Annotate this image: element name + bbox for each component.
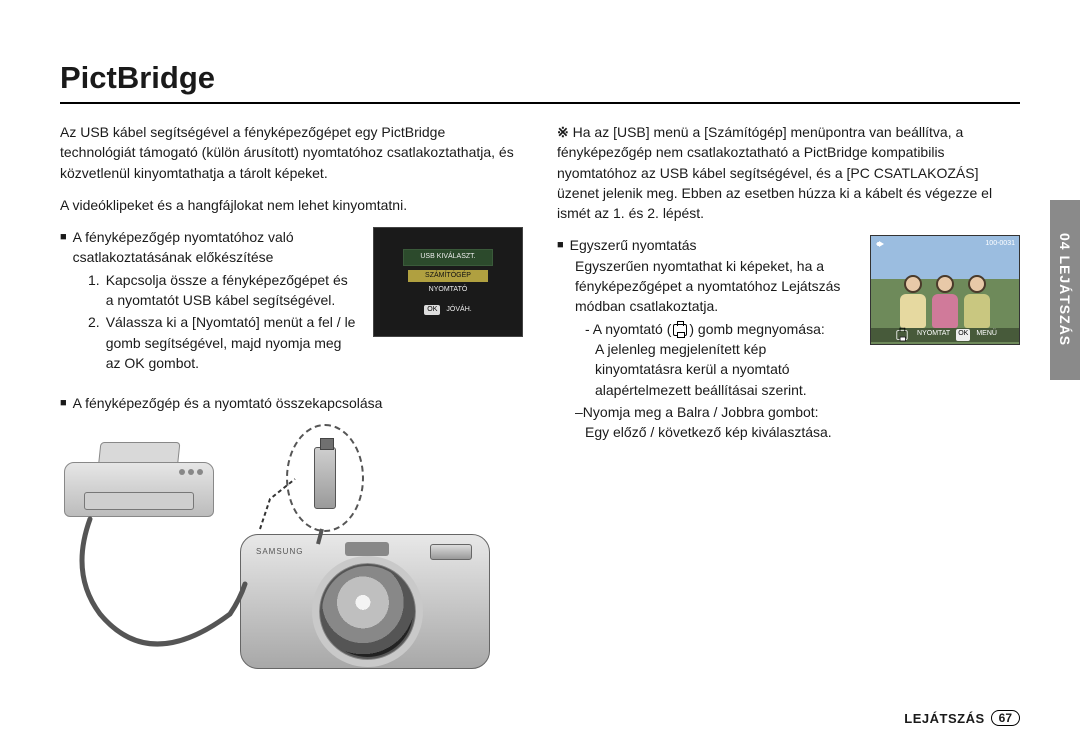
printer-camera-illustration: SAMSUNG: [60, 424, 500, 674]
footer-label: LEJÁTSZÁS: [904, 711, 984, 726]
playback-photo: 100-0031 NYOMTAT OK MENÜ: [870, 235, 1020, 345]
note-marker-icon: ※: [557, 124, 573, 140]
print-button-effect: A jelenleg megjelenített kép kinyomtatás…: [585, 339, 856, 400]
left-right-effect: Egy előző / következő kép kiválasztása.: [575, 422, 856, 442]
simple-print-heading: Egyszerű nyomtatás: [570, 235, 697, 255]
lcd-item-printer: NYOMTATÓ: [408, 284, 488, 296]
prep-step-2: Válassza ki a [Nyomtató] menüt a fel / l…: [106, 312, 359, 373]
bullet-icon: ■: [60, 227, 67, 268]
left-column: Az USB kábel segítségével a fényképezőgé…: [60, 122, 523, 674]
photo-print-label: NYOMTAT: [917, 329, 950, 341]
side-tab: 04 LEJÁTSZÁS: [1050, 200, 1080, 380]
connect-heading: A fényképezőgép és a nyomtató összekapcs…: [73, 393, 383, 413]
lcd-confirm: JÓVÁH.: [446, 305, 471, 315]
content-columns: Az USB kábel segítségével a fényképezőgé…: [60, 122, 1020, 674]
page-footer: LEJÁTSZÁS 67: [904, 710, 1020, 726]
bullet-icon: ■: [557, 235, 564, 255]
printer-icon: [64, 442, 224, 522]
prep-section: ■ A fényképezőgép nyomtatóhoz való csatl…: [60, 227, 523, 383]
num-1: 1.: [88, 270, 100, 311]
prep-heading: A fényképezőgép nyomtatóhoz való csatlak…: [73, 227, 359, 268]
right-column: ※ Ha az [USB] menü a [Számítógép] menüpo…: [557, 122, 1020, 674]
right-note: ※ Ha az [USB] menü a [Számítógép] menüpo…: [557, 122, 1020, 223]
lcd-menu: USB KIVÁLASZT. SZÁMÍTÓGÉP NYOMTATÓ OK JÓ…: [373, 227, 523, 337]
photo-menu: MENÜ: [976, 329, 997, 341]
usb-connector-icon: [314, 447, 336, 509]
num-2: 2.: [88, 312, 100, 373]
photo-print-icon: [896, 331, 907, 341]
playback-icon: [875, 239, 885, 249]
left-intro-2: A videóklipeket és a hangfájlokat nem le…: [60, 195, 523, 215]
photo-ok: OK: [956, 329, 970, 341]
lcd-title: USB KIVÁLASZT.: [403, 249, 493, 265]
camera-brand: SAMSUNG: [256, 546, 303, 558]
left-intro-1: Az USB kábel segítségével a fényképezőgé…: [60, 122, 523, 183]
lcd-item-computer: SZÁMÍTÓGÉP: [408, 270, 488, 282]
bullet-icon: ■: [60, 393, 67, 413]
printer-button-icon: [673, 324, 687, 336]
print-button-line: - A nyomtató () gomb megnyomása:: [585, 319, 856, 339]
camera-icon: SAMSUNG: [240, 534, 490, 669]
lcd-ok: OK: [424, 305, 440, 315]
left-right-line: –Nyomja meg a Balra / Jobbra gombot:: [575, 402, 856, 422]
page-title: PictBridge: [60, 60, 1020, 104]
prep-step-1: Kapcsolja össze a fényképezőgépet és a n…: [106, 270, 359, 311]
photo-counter: 100-0031: [985, 239, 1015, 249]
usb-detail-bubble: [286, 424, 364, 532]
simple-print-desc: Egyszerűen nyomtathat ki képeket, ha a f…: [575, 256, 856, 317]
right-note-text: Ha az [USB] menü a [Számítógép] menüpont…: [557, 124, 992, 221]
page-number: 67: [991, 710, 1020, 726]
simple-print-section: ■ Egyszerű nyomtatás Egyszerűen nyomtath…: [557, 235, 1020, 452]
